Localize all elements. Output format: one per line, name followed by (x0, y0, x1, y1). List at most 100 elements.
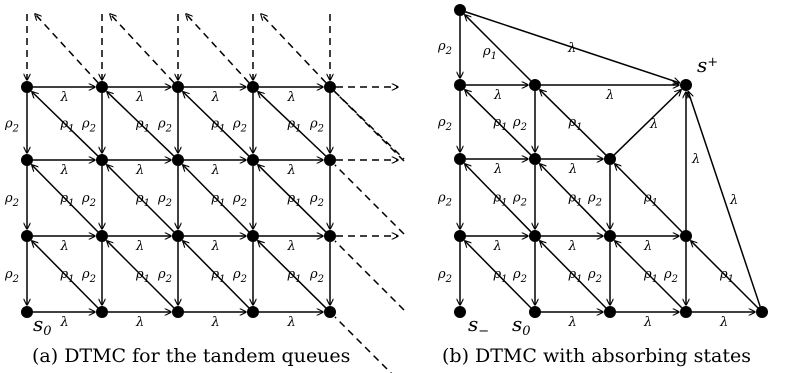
state-node (604, 153, 616, 165)
state-node (172, 306, 184, 318)
lambda-label: λ (719, 315, 728, 330)
lambda-label: λ (493, 88, 502, 103)
panel-a-tandem-queues-dtmc: λ λ λ λ λ λ λ λ λ λ λ λ λ λ λ λ ρ2 ρ2 ρ2 ρ2 ρ2 ρ2 ρ2 ρ2 ρ2 ρ2 ρ2 ρ2… (4, 14, 405, 373)
panel-b-s-minus-label: s− (468, 312, 489, 339)
rho1-edge (465, 241, 532, 309)
rho2-label: ρ2 (157, 267, 172, 285)
rho1-label: ρ1 (568, 115, 583, 133)
rho2-label: ρ2 (232, 191, 247, 209)
rho1-label: ρ1 (60, 191, 75, 209)
rho1-label: ρ1 (211, 267, 226, 285)
rho2-label: ρ2 (437, 267, 452, 285)
lambda-label: λ (135, 90, 144, 105)
rho1-label: ρ1 (493, 115, 508, 133)
rho1-label: ρ1 (211, 117, 226, 135)
state-node (680, 230, 692, 242)
lambda-label: λ (60, 239, 69, 254)
rho1-label: ρ1 (135, 191, 150, 209)
panel-a-edge-labels: λ λ λ λ λ λ λ λ λ λ λ λ λ λ λ λ ρ2 ρ2 ρ2 ρ2 ρ2 ρ2 ρ2 ρ2 ρ2 ρ2 ρ2 ρ2… (4, 90, 324, 330)
rho2-label: ρ2 (437, 39, 452, 57)
lambda-label: λ (60, 315, 69, 330)
rho1-edge (107, 92, 175, 157)
rho1-label: ρ1 (135, 267, 150, 285)
dashed-diagonal-edge (333, 90, 405, 160)
lambda-label: λ (605, 88, 614, 103)
rho2-label: ρ2 (309, 267, 324, 285)
rho2-label: ρ2 (4, 117, 19, 135)
panel-a-caption: (a) DTMC for the tandem queues (32, 345, 350, 367)
rho2-label: ρ2 (512, 115, 527, 133)
lambda-label: λ (135, 315, 144, 330)
panel-a-start-state-label: s0 (33, 312, 52, 339)
lambda-label: λ (568, 315, 577, 330)
rho2-label: ρ2 (157, 117, 172, 135)
rho1-edge (183, 92, 250, 157)
state-node (96, 154, 108, 166)
panel-b-edges (460, 11, 761, 312)
rho1-edge (258, 165, 327, 233)
state-node (756, 306, 768, 318)
lambda-label: λ (568, 162, 577, 177)
panel-b-s-plus-label: s+ (697, 53, 718, 77)
lambda-label: λ (287, 239, 296, 254)
rho1-label: ρ1 (60, 267, 75, 285)
rho2-label: ρ2 (587, 191, 602, 209)
state-node (324, 81, 336, 93)
lambda-label: λ (287, 163, 296, 178)
state-node (172, 154, 184, 166)
lambda-label: λ (135, 163, 144, 178)
panel-b-start-state-label: s0 (512, 312, 531, 339)
rho1-edge (465, 90, 532, 156)
rho1-edge (258, 92, 327, 157)
rho2-label: ρ2 (512, 191, 527, 209)
rho1-edge (32, 241, 99, 309)
lambda-label: λ (135, 239, 144, 254)
dashed-diagonal-edge (334, 316, 393, 373)
dashed-diagonal-edge (334, 91, 405, 162)
rho2-label: ρ2 (81, 191, 96, 209)
dashed-rho1-edge (186, 14, 250, 84)
state-node (529, 153, 541, 165)
lambda-label: λ (493, 239, 502, 254)
state-node (21, 154, 33, 166)
dashed-rho1-edge (35, 14, 99, 84)
state-node (454, 153, 466, 165)
rho1-edge (465, 15, 532, 82)
state-node (247, 81, 259, 93)
state-node (247, 154, 259, 166)
rho1-label: ρ1 (482, 44, 497, 62)
rho1-edge (615, 241, 683, 309)
rho2-label: ρ2 (663, 267, 678, 285)
state-node (529, 306, 541, 318)
rho1-edge (183, 165, 250, 233)
panel-a-edges (27, 14, 405, 373)
rho2-label: ρ2 (4, 191, 19, 209)
rho2-label: ρ2 (309, 117, 324, 135)
lambda-to-s-plus-edge (465, 11, 680, 83)
state-node (96, 230, 108, 242)
panel-b-caption: (b) DTMC with absorbing states (442, 345, 751, 367)
lambda-label: λ (649, 117, 658, 132)
state-node (604, 306, 616, 318)
rho2-label: ρ2 (437, 191, 452, 209)
panel-b-states (454, 4, 768, 318)
dashed-rho1-edge (261, 14, 327, 84)
dashed-diagonal-edge (334, 240, 405, 311)
rho1-edge (32, 92, 99, 157)
lambda-label: λ (643, 315, 652, 330)
lambda-label: λ (211, 239, 220, 254)
state-node (247, 230, 259, 242)
lambda-label: λ (211, 163, 220, 178)
state-node (96, 306, 108, 318)
state-node (454, 4, 466, 16)
rho2-label: ρ2 (587, 267, 602, 285)
lambda-label: λ (287, 90, 296, 105)
rho2-label: ρ2 (512, 267, 527, 285)
lambda-label: λ (729, 193, 738, 208)
rho1-edge (465, 164, 532, 233)
lambda-label: λ (691, 152, 700, 167)
rho1-edge (540, 90, 607, 156)
state-node (172, 230, 184, 242)
rho1-edge (691, 241, 759, 309)
